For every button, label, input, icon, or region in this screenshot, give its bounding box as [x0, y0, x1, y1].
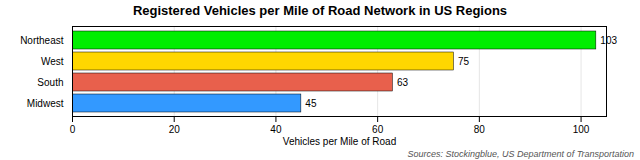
html-text:Sources: Stockingblue, US Depa: Sources: Stockingblue, US Department of …: [407, 149, 634, 159]
svg-text:40: 40: [270, 124, 282, 135]
html-text:Registered Vehicles per Mile o: Registered Vehicles per Mile of Road Net…: [132, 3, 508, 18]
svg-text:75: 75: [458, 56, 470, 67]
svg-text:West: West: [41, 56, 64, 67]
svg-text:Northeast: Northeast: [20, 35, 64, 46]
svg-text:Midwest: Midwest: [27, 98, 64, 109]
svg-text:Vehicles per Mile of Road: Vehicles per Mile of Road: [283, 136, 396, 147]
svg-text:20: 20: [169, 124, 181, 135]
svg-text:South: South: [37, 77, 63, 88]
svg-text:63: 63: [397, 77, 409, 88]
svg-text:100: 100: [573, 124, 590, 135]
svg-text:45: 45: [305, 98, 317, 109]
svg-text:80: 80: [474, 124, 486, 135]
svg-text:60: 60: [372, 124, 384, 135]
svg-text:0: 0: [70, 124, 76, 135]
svg-text:103: 103: [600, 35, 617, 46]
